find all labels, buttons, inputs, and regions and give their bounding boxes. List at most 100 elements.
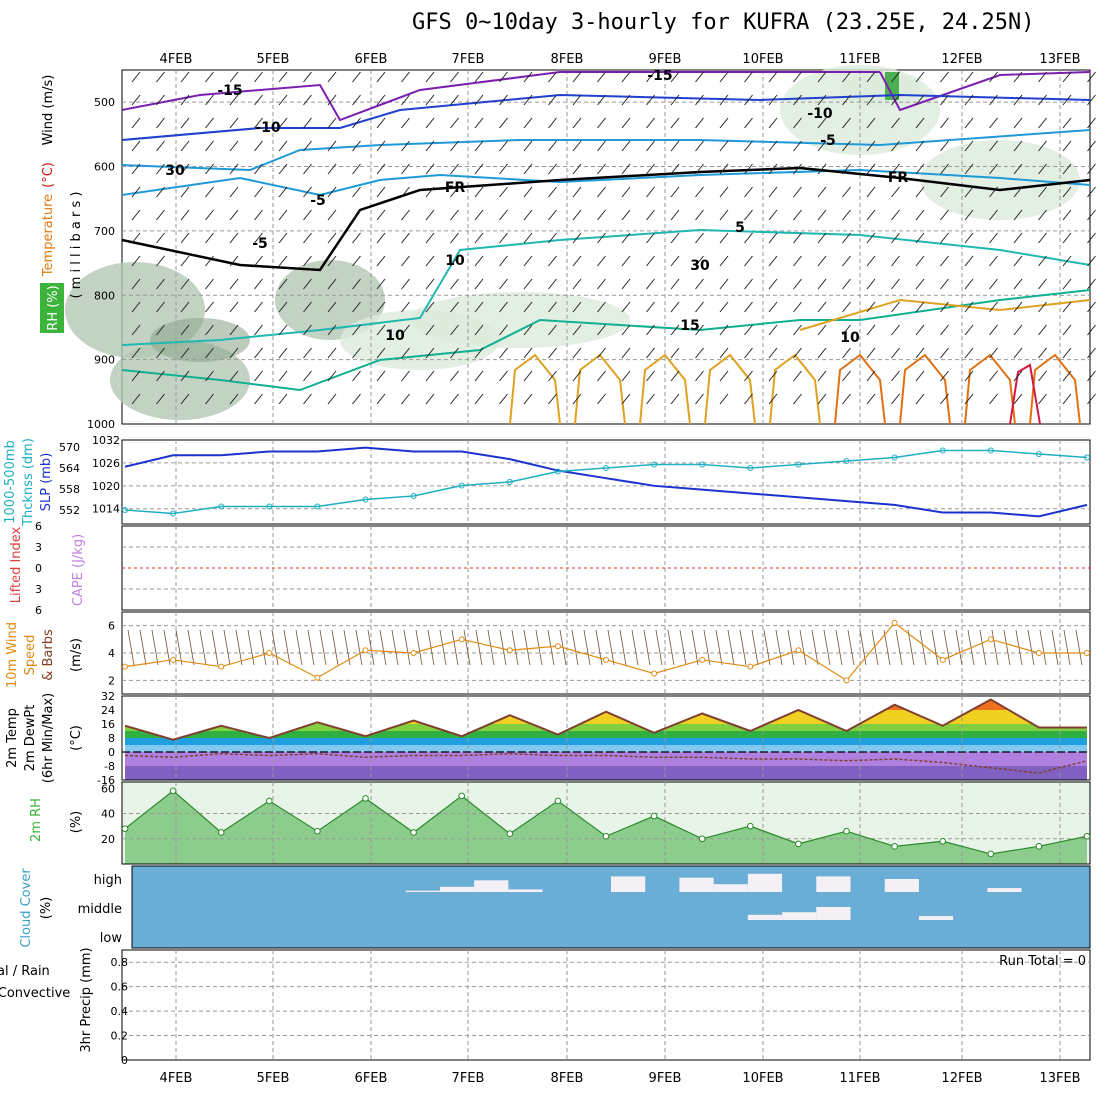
- wind-barb: [793, 278, 802, 290]
- wind-barb: [670, 278, 680, 290]
- wind-barb: [915, 232, 925, 244]
- wind-barb: [621, 94, 631, 106]
- temp-contour-minus15: [121, 71, 880, 122]
- contour-label: 10: [385, 328, 405, 344]
- y-tick-label: 6: [35, 520, 42, 533]
- wind-barb: [450, 370, 459, 382]
- wind-barb: [352, 324, 361, 336]
- wind-barb: [355, 629, 363, 666]
- wind-barb: [866, 324, 876, 336]
- wind-barb: [817, 186, 827, 198]
- wind-barb: [940, 232, 949, 244]
- y-tick-label: -16: [97, 774, 115, 787]
- wind-barb: [474, 117, 484, 129]
- thickness-point: [939, 447, 946, 454]
- date-label-bottom: 11FEB: [839, 1071, 880, 1086]
- wind-barb: [842, 186, 851, 198]
- precip-total-label: Total / Rain: [0, 964, 50, 979]
- wind-barb: [842, 278, 851, 290]
- wind-barb: [229, 186, 239, 198]
- wind-barb: [744, 140, 753, 152]
- wind-barb: [964, 255, 974, 267]
- wind-barb: [891, 117, 900, 129]
- wind-barb: [940, 140, 949, 152]
- wind-barb: [327, 255, 337, 267]
- wind-barb: [670, 255, 680, 267]
- temp-contour-15: [769, 353, 821, 425]
- wind-barb: [670, 71, 680, 83]
- wind-barb: [1038, 301, 1047, 313]
- precip-axis-label: 3hr Precip (mm): [79, 947, 94, 1052]
- wind-barb: [180, 370, 190, 382]
- wind-barb: [915, 140, 925, 152]
- wind-barb: [572, 347, 582, 359]
- wind-barb: [303, 94, 312, 106]
- wind-barb: [915, 278, 925, 290]
- rh-legend-swatch: [40, 283, 64, 333]
- wind-barb: [621, 301, 631, 313]
- wind-barb: [583, 629, 591, 666]
- y-tick-label: 0: [121, 1054, 128, 1067]
- y-tick-label: 0: [35, 562, 42, 575]
- wind-barb: [695, 117, 704, 129]
- wind-barb: [597, 117, 606, 129]
- wind-barb: [327, 278, 337, 290]
- thickness-point: [122, 507, 128, 513]
- wind-barb: [597, 324, 606, 336]
- wind-barb: [679, 629, 687, 666]
- wind-barb: [450, 117, 459, 129]
- wind-barb: [866, 278, 876, 290]
- wind-barb: [205, 232, 214, 244]
- wind-barb: [401, 94, 410, 106]
- y-tick-label: 2: [108, 674, 115, 687]
- wind-barb: [450, 393, 459, 405]
- wind-barb: [523, 186, 533, 198]
- wind-barb: [866, 186, 876, 198]
- wind-barb: [131, 278, 141, 290]
- wind-barb: [499, 324, 508, 336]
- wind-barb: [768, 163, 778, 175]
- thickness-point: [891, 454, 898, 461]
- wind-barb: [474, 301, 484, 313]
- wind-barb: [205, 186, 214, 198]
- wind-barb: [278, 324, 288, 336]
- wind-barb: [768, 94, 778, 106]
- wind-barb: [793, 255, 802, 267]
- wind-barb: [670, 370, 680, 382]
- wind-barb: [474, 324, 484, 336]
- wind-barb: [842, 232, 851, 244]
- wind-barb: [572, 255, 582, 267]
- wind-barb: [139, 629, 147, 666]
- wind-barb: [403, 629, 411, 666]
- wind-barb: [450, 278, 459, 290]
- wind-barb: [1038, 393, 1047, 405]
- wind-barb: [229, 232, 239, 244]
- wind-barb: [303, 140, 312, 152]
- rh2m-point: [1083, 832, 1091, 840]
- wind-barb: [425, 140, 435, 152]
- wind-barb: [964, 324, 974, 336]
- wind-barb: [474, 71, 484, 83]
- wind-barb: [450, 186, 459, 198]
- wind-barb: [646, 209, 655, 221]
- wind-barb: [895, 629, 903, 666]
- wind-barb: [1038, 209, 1047, 221]
- wind-barb: [817, 140, 827, 152]
- thickness-axis-label: 1000-500mb: [3, 440, 18, 524]
- temp-contour-minus5: [121, 129, 1091, 172]
- wind-barb: [866, 232, 876, 244]
- wind-barb: [229, 347, 239, 359]
- rh-shading: [275, 260, 385, 340]
- wind-barb: [205, 140, 214, 152]
- wind-barb: [719, 301, 729, 313]
- wind-barb: [131, 393, 141, 405]
- wind-barb: [621, 140, 631, 152]
- wind-barb: [768, 278, 778, 290]
- contour-label: 10: [445, 253, 465, 269]
- wind-barb: [254, 232, 263, 244]
- pressure-axis-label: ( m i l l i b a r s ): [69, 192, 84, 299]
- wind-barb: [376, 393, 386, 405]
- wind-barb: [940, 324, 949, 336]
- cloud-bar: [918, 916, 954, 920]
- wind-barb: [817, 163, 827, 175]
